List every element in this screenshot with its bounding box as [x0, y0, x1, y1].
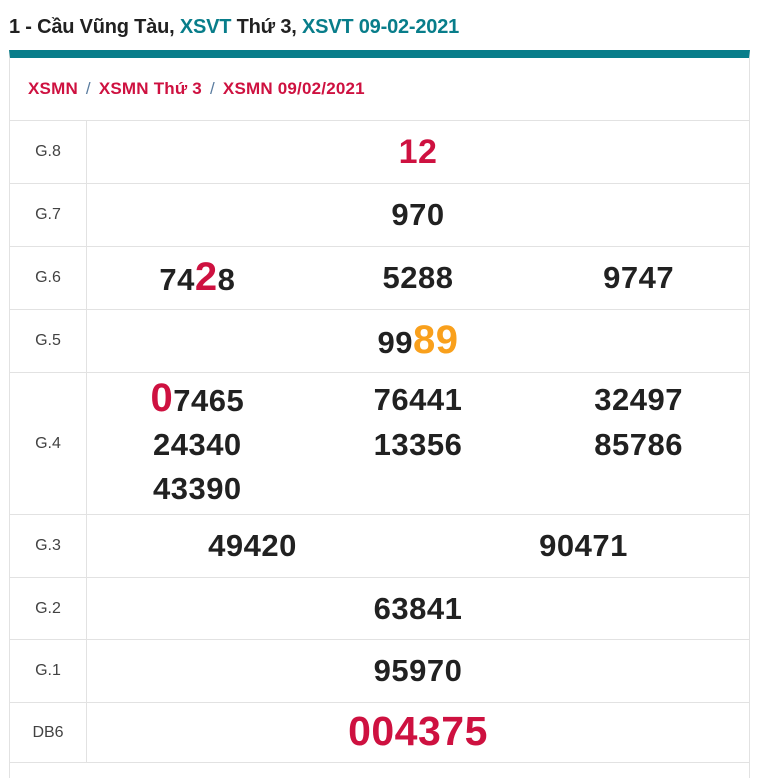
prize-number: 07465	[87, 376, 308, 423]
prize-row: G.4 07465 76441 32497 24340 13356 85786 43390	[10, 372, 749, 514]
breadcrumb-separator: /	[85, 79, 91, 98]
prize-label: G.3	[10, 515, 87, 577]
prize-number: 63841	[87, 587, 749, 631]
digits: 43390	[152, 471, 242, 506]
prize-number: 9989	[87, 318, 749, 365]
prize-label: G.7	[10, 184, 87, 246]
digits: 95970	[373, 653, 463, 688]
prize-number: 004375	[87, 709, 749, 757]
page-title: 1 - Cầu Vũng Tàu, XSVT Thứ 3, XSVT 09-02…	[0, 0, 758, 40]
prize-label: G.2	[10, 578, 87, 639]
breadcrumb-item[interactable]: XSMN	[28, 79, 78, 98]
prize-number: 49420	[87, 524, 418, 568]
prize-values: 9989	[87, 310, 749, 372]
digits: 32497	[594, 381, 683, 417]
highlighted-digits: 004375	[348, 707, 488, 754]
prize-number: 13356	[308, 423, 529, 467]
highlighted-digits: 2	[194, 254, 218, 299]
breadcrumb-separator: /	[209, 79, 215, 98]
prize-values: 970	[87, 184, 749, 246]
prize-row: G.3 49420 90471	[10, 514, 749, 577]
prize-values: 49420 90471	[87, 515, 749, 577]
breadcrumb: XSMN / XSMN Thứ 3 / XSMN 09/02/2021	[10, 58, 749, 120]
prize-number: 95970	[87, 649, 749, 693]
prize-number: 9747	[528, 256, 749, 300]
prize-values: 07465 76441 32497 24340 13356 85786 43390	[87, 373, 749, 514]
prize-values: 95970	[87, 640, 749, 702]
digits: 24340	[152, 427, 242, 462]
prize-label: G.5	[10, 310, 87, 372]
table-stub	[10, 762, 749, 778]
prize-number: 76441	[308, 378, 529, 422]
title-text: 1 - Cầu Vũng Tàu,	[9, 16, 180, 38]
digits: 13356	[373, 427, 463, 462]
prize-values: 63841	[87, 578, 749, 639]
digits: 8	[217, 261, 236, 297]
prize-row: G.2 63841	[10, 577, 749, 639]
prize-table: G.8 12 G.7 970 G.6 7428 5288 9747 G.5 9989 G.4 0746…	[10, 120, 749, 778]
prize-number: 12	[87, 130, 749, 175]
highlighted-digits: 12	[398, 132, 438, 171]
prize-label: G.6	[10, 247, 87, 309]
prize-number: 970	[87, 193, 749, 237]
digits: 74	[159, 261, 195, 297]
prize-number: 90471	[418, 524, 749, 568]
digits: 63841	[373, 590, 463, 626]
digits: 5288	[382, 260, 454, 295]
digits: 85786	[594, 427, 683, 462]
prize-row: G.8 12	[10, 120, 749, 183]
digits: 49420	[208, 528, 297, 563]
prize-number: 43390	[87, 467, 308, 511]
prize-row: G.7 970	[10, 183, 749, 246]
digits: 76441	[373, 381, 463, 417]
title-link[interactable]: XSVT	[179, 16, 232, 38]
highlighted-digits: 89	[412, 317, 459, 362]
highlighted-digits: 0	[150, 376, 174, 420]
prize-row: DB6 004375	[10, 702, 749, 762]
digits: 7465	[173, 383, 245, 418]
prize-label: G.1	[10, 640, 87, 702]
breadcrumb-item[interactable]: XSMN 09/02/2021	[222, 79, 365, 98]
result-panel: XSMN / XSMN Thứ 3 / XSMN 09/02/2021 G.8 12 G.7…	[9, 50, 750, 778]
prize-label: G.8	[10, 121, 87, 183]
digits: 99	[377, 324, 413, 360]
prize-row: G.6 7428 5288 9747	[10, 246, 749, 309]
prize-values: 004375	[87, 703, 749, 762]
digits: 970	[391, 197, 445, 232]
prize-row: G.1 95970	[10, 639, 749, 702]
prize-label: G.4	[10, 373, 87, 514]
prize-number: 5288	[308, 256, 529, 300]
prize-row: G.5 9989	[10, 309, 749, 372]
title-link[interactable]: XSVT 09-02-2021	[301, 16, 460, 38]
digits: 9747	[603, 260, 675, 295]
digits: 90471	[539, 528, 628, 563]
title-text: Thứ 3,	[231, 16, 302, 38]
breadcrumb-item[interactable]: XSMN Thứ 3	[98, 79, 202, 98]
prize-label: DB6	[10, 703, 87, 762]
prize-number: 85786	[528, 423, 749, 467]
prize-values: 7428 5288 9747	[87, 247, 749, 309]
prize-number: 24340	[87, 423, 308, 467]
prize-number: 7428	[87, 255, 308, 302]
prize-values: 12	[87, 121, 749, 183]
prize-number: 32497	[528, 378, 749, 422]
